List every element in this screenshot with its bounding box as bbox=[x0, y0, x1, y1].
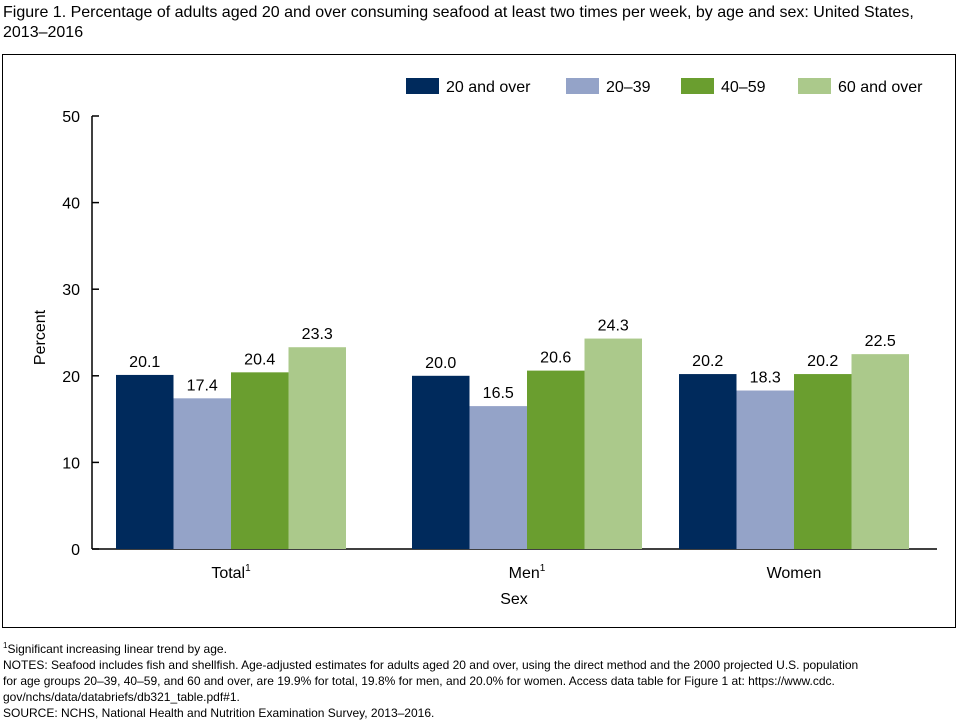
data-label: 16.5 bbox=[483, 385, 514, 402]
legend-swatch bbox=[681, 78, 714, 94]
figure-title: Figure 1. Percentage of adults aged 20 a… bbox=[3, 4, 914, 41]
y-tick-label: 0 bbox=[71, 542, 80, 559]
data-label: 17.4 bbox=[187, 377, 218, 394]
data-label: 18.3 bbox=[750, 370, 781, 387]
legend-label: 20–39 bbox=[606, 79, 651, 96]
bar bbox=[173, 398, 231, 549]
bar bbox=[736, 390, 794, 549]
legend-swatch bbox=[566, 78, 599, 94]
notes-line: gov/nchs/data/databriefs/db321_table.pdf… bbox=[3, 690, 240, 704]
footnote: 1Significant increasing linear trend by … bbox=[3, 641, 957, 657]
y-tick-label: 40 bbox=[62, 196, 80, 213]
legend-swatch bbox=[406, 78, 439, 94]
data-label: 20.6 bbox=[540, 350, 571, 367]
data-label: 20.1 bbox=[129, 354, 160, 371]
y-axis-label: Percent bbox=[32, 309, 49, 365]
legend-swatch bbox=[798, 78, 831, 94]
x-tick-label: Total1 bbox=[211, 563, 251, 582]
y-tick-label: 20 bbox=[62, 369, 80, 386]
bar bbox=[794, 374, 852, 549]
legend-label: 60 and over bbox=[838, 79, 923, 96]
legend-label: 20 and over bbox=[446, 79, 531, 96]
data-label: 20.2 bbox=[692, 353, 723, 370]
data-label: 20.2 bbox=[807, 353, 838, 370]
data-label: 22.5 bbox=[865, 333, 896, 350]
x-axis-label: Sex bbox=[500, 591, 528, 608]
bar bbox=[851, 354, 909, 549]
bar bbox=[231, 372, 289, 549]
bar bbox=[412, 375, 470, 549]
y-tick-label: 30 bbox=[62, 282, 80, 299]
bar bbox=[288, 347, 346, 549]
footnote-marker: 1 bbox=[3, 641, 8, 650]
x-tick-label: Men1 bbox=[509, 563, 546, 582]
bar bbox=[469, 406, 527, 549]
source-line: SOURCE: NCHS, National Health and Nutrit… bbox=[3, 706, 435, 720]
data-label: 20.0 bbox=[425, 355, 456, 372]
notes-line: NOTES: Seafood includes fish and shellfi… bbox=[3, 658, 859, 672]
notes-line: for age groups 20–39, 40–59, and 60 and … bbox=[3, 674, 835, 688]
y-tick-label: 10 bbox=[62, 455, 80, 472]
bar bbox=[584, 338, 642, 549]
bar bbox=[679, 374, 737, 549]
legend-label: 40–59 bbox=[721, 79, 766, 96]
x-tick-label: Women bbox=[767, 565, 822, 582]
footnote-text: Significant increasing linear trend by a… bbox=[7, 642, 227, 656]
bar-chart: 0 10 20 30 40 50 Percent 20.1 17.4 20.4 23.3 Total1… bbox=[32, 78, 937, 608]
data-label: 23.3 bbox=[302, 326, 333, 343]
data-label: 24.3 bbox=[598, 318, 629, 335]
y-tick-label: 50 bbox=[62, 109, 80, 126]
bar bbox=[116, 374, 174, 549]
figure-notes: 1Significant increasing linear trend by … bbox=[3, 641, 957, 721]
data-label: 20.4 bbox=[244, 351, 275, 368]
bar bbox=[527, 370, 585, 549]
chart-frame: 0 10 20 30 40 50 Percent 20.1 17.4 20.4 23.3 Total1… bbox=[2, 54, 956, 628]
